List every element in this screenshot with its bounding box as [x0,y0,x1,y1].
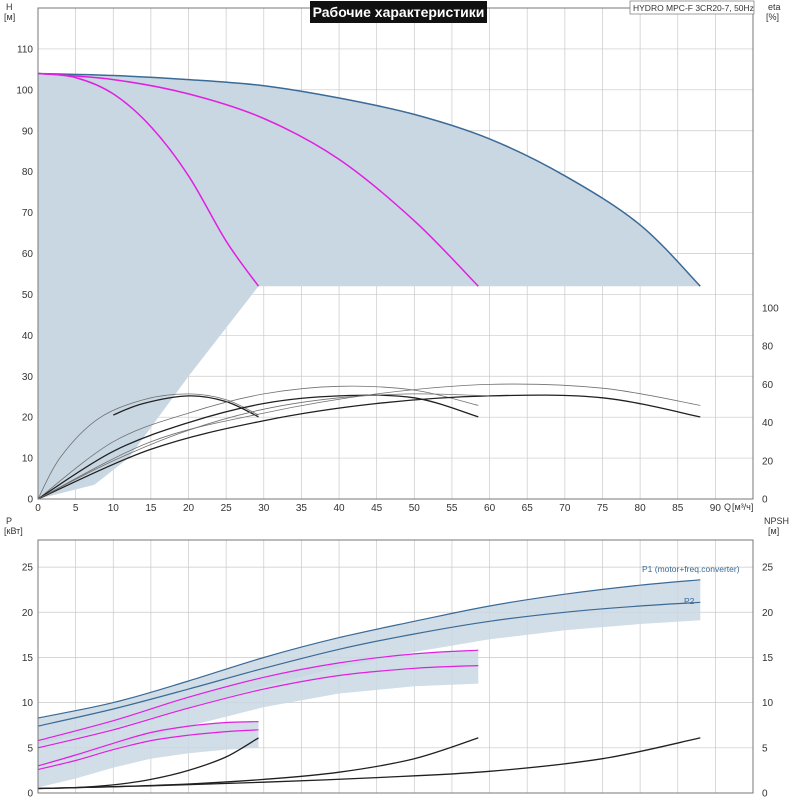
y-tick-label-power: 0 [27,789,33,800]
y2-axis-label-npsh: NPSH [764,516,789,526]
y2-tick-label-npsh: 5 [762,743,768,754]
curves-layer [37,72,701,790]
y-tick-label-head: 20 [22,413,34,424]
head-curve-3-pumps [37,72,701,287]
legend-p2: P2 [684,596,695,606]
x-axis-label: Q [724,502,731,512]
y2-tick-label-npsh: 25 [762,563,774,574]
y2-tick-label-eta: 0 [762,495,768,506]
efficiency-curve [113,395,259,418]
x-tick-label: 65 [522,503,534,514]
y-tick-label-head: 70 [22,208,34,219]
y2-tick-label-eta: 80 [762,342,774,353]
y-tick-label-head: 90 [22,126,34,137]
y-tick-label-power: 5 [27,743,33,754]
x-axis-unit: [м³/ч] [732,502,753,512]
efficiency-curve [37,383,701,500]
operating-envelopes [38,73,701,788]
x-tick-label: 30 [258,503,270,514]
y2-axis-unit-eta: [%] [766,12,779,22]
y2-tick-label-eta: 40 [762,418,774,429]
power-curve-p2 [37,601,701,727]
y-axis-unit-power: [кВт] [4,526,23,536]
y-tick-label-head: 60 [22,249,34,260]
npsh-curve [37,737,701,790]
x-tick-label: 55 [446,503,458,514]
y-tick-label-head: 110 [17,44,33,55]
y-tick-label-power: 25 [22,563,34,574]
legend-p1: P1 (motor+freq.converter) [642,564,740,574]
efficiency-curve [37,385,479,500]
x-tick-label: 70 [559,503,571,514]
x-tick-label: 20 [183,503,195,514]
y-tick-label-power: 15 [22,653,34,664]
power-envelope-band [38,579,701,745]
x-tick-label: 60 [484,503,496,514]
head-curve-1-pumps [37,72,260,287]
y-tick-label-head: 80 [22,167,34,178]
chart-title: Рабочие характеристики [313,4,485,20]
y-tick-label-head: 0 [27,495,33,506]
x-tick-label: 0 [35,503,41,514]
x-tick-label: 80 [635,503,647,514]
x-tick-label: 45 [371,503,383,514]
y-axis-label-power: P [6,516,12,526]
x-tick-label: 85 [672,503,684,514]
bottom-plot-frame [37,539,754,794]
y-tick-label-head: 40 [22,331,34,342]
y2-axis-label-eta: eta [768,2,781,12]
y-axis-label-head: H [6,2,13,12]
y-axis-unit-head: [м] [4,12,15,22]
y2-tick-label-npsh: 15 [762,653,774,664]
x-tick-label: 35 [296,503,308,514]
tick-labels: 0 5 10 15 20 25 30 35 40 45 50 55 60 65 70 75 80 85 900102… [16,44,779,799]
y-tick-label-power: 20 [22,608,34,619]
model-box [629,0,755,15]
power-curve-p2 [37,729,259,771]
efficiency-curve [37,393,259,500]
y-tick-label-head: 10 [22,454,34,465]
y2-tick-label-eta: 100 [762,304,779,315]
x-tick-label: 50 [409,503,421,514]
power-envelope-band [38,721,259,788]
y-tick-label-power: 10 [22,698,34,709]
x-tick-label: 15 [145,503,157,514]
x-tick-label: 5 [73,503,79,514]
y2-tick-label-npsh: 20 [762,608,774,619]
model-label: HYDRO MPC-F 3CR20-7, 50Hz [633,3,754,13]
y2-tick-label-eta: 20 [762,456,774,467]
efficiency-curve [37,394,701,500]
y-tick-label-head: 50 [22,290,34,301]
power-curve-p2 [37,665,479,749]
y2-tick-label-npsh: 0 [762,789,768,800]
x-tick-label: 10 [108,503,120,514]
power-curve-p1 [37,649,479,742]
y2-tick-label-npsh: 10 [762,698,774,709]
power-curve-p1 [37,579,701,719]
y-tick-label-head: 30 [22,372,34,383]
head-curve-2-pumps [37,72,479,287]
x-tick-label: 25 [221,503,233,514]
x-tick-label: 75 [597,503,609,514]
efficiency-curve [37,393,490,500]
power-curve-p1 [37,721,259,767]
y-tick-label-head: 100 [16,85,33,96]
head-envelope-area [38,73,701,499]
x-tick-label: 40 [333,503,345,514]
efficiency-curve [37,394,479,500]
title-box [310,1,487,23]
x-tick-label: 90 [710,503,722,514]
y2-axis-unit-npsh: [м] [768,526,779,536]
y2-tick-label-eta: 60 [762,380,774,391]
